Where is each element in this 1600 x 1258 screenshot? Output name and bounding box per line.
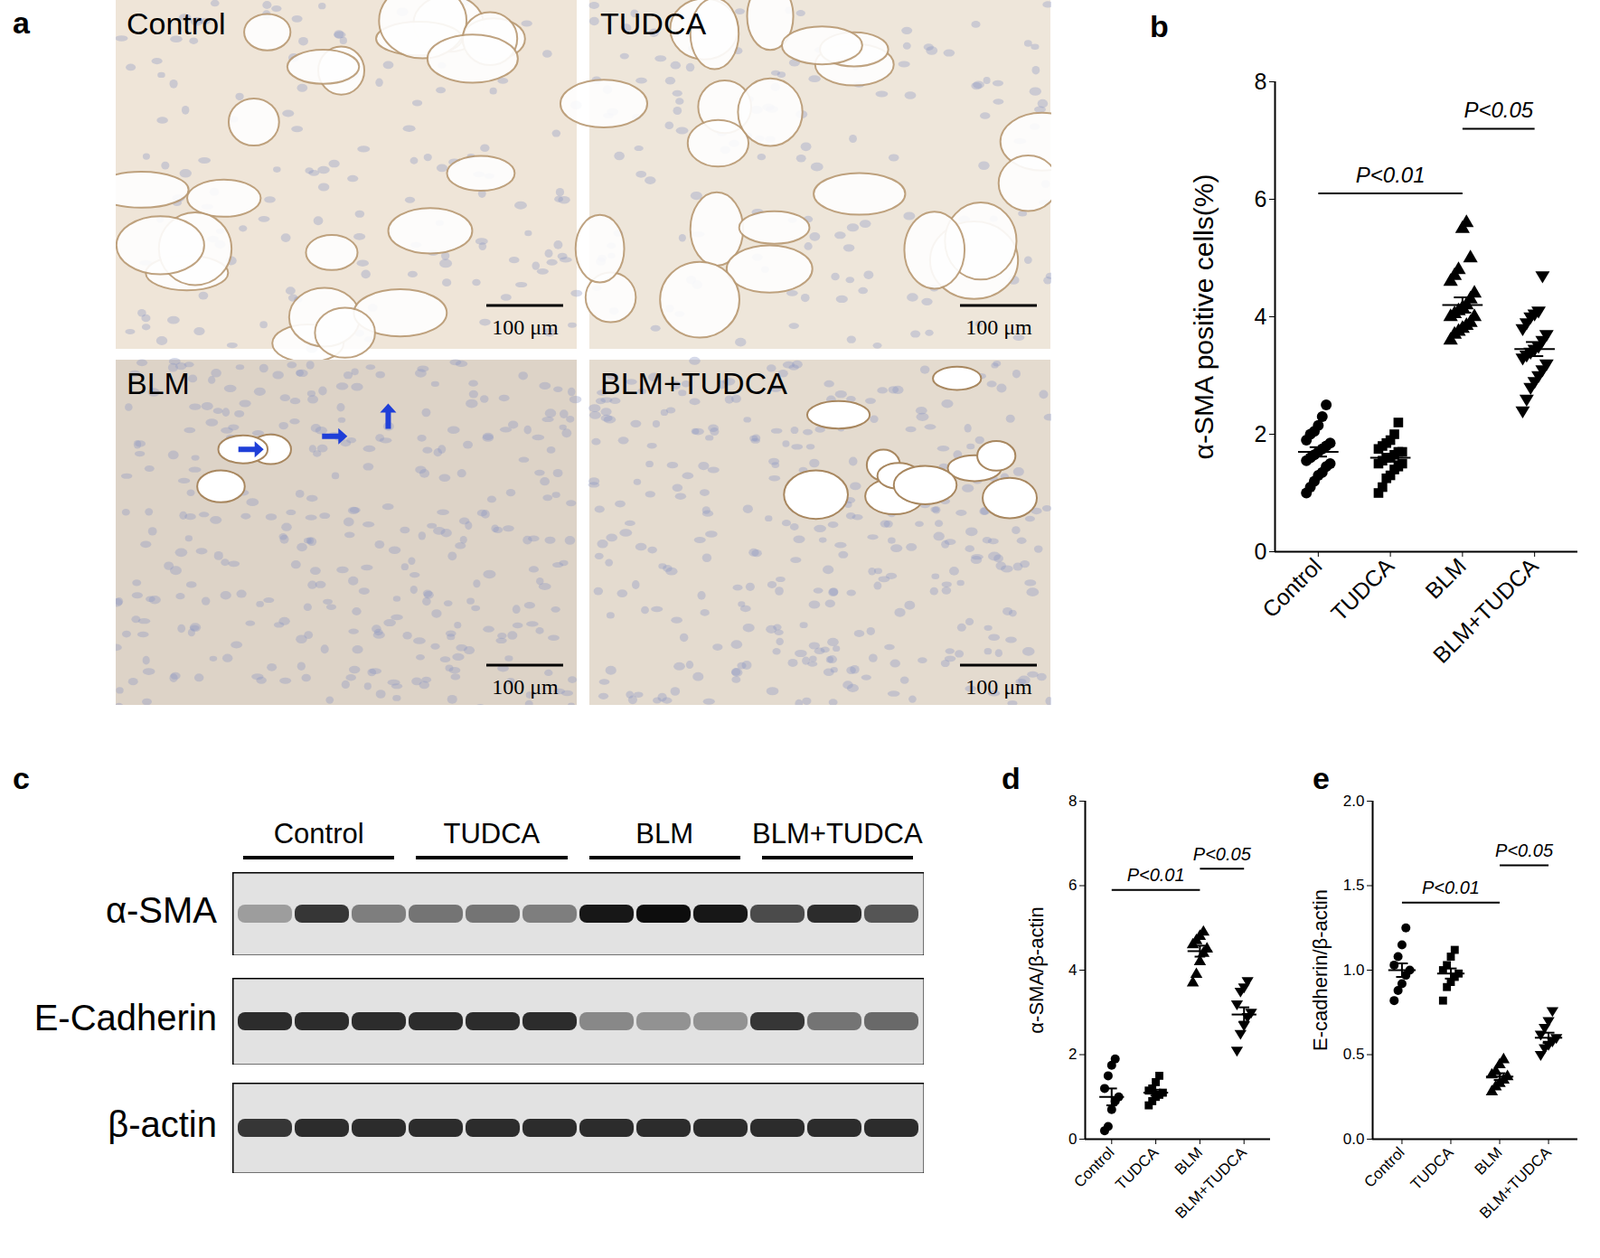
html-text:α-SMA: α-SMA	[105, 890, 217, 931]
html-text:E-Cadherin: E-Cadherin	[34, 997, 217, 1038]
svg-text:0: 0	[1068, 1130, 1077, 1149]
svg-text:TUDCA: TUDCA	[1326, 552, 1400, 626]
svg-text:6: 6	[1254, 186, 1268, 212]
html-text:BLM+TUDCA: BLM+TUDCA	[752, 818, 923, 850]
svg-text:6: 6	[1068, 876, 1077, 895]
svg-text:P<0.01: P<0.01	[1127, 865, 1186, 885]
svg-text:8: 8	[1254, 68, 1268, 95]
html-text:a: a	[12, 5, 30, 40]
svg-text:P<0.05: P<0.05	[1463, 97, 1534, 123]
svg-text:α-SMA positive cells(%): α-SMA positive cells(%)	[1188, 174, 1219, 461]
svg-text:0: 0	[1254, 538, 1268, 565]
svg-text:2: 2	[1068, 1045, 1077, 1064]
svg-text:Control: Control	[1360, 1144, 1408, 1192]
html-text:BLM: BLM	[635, 818, 694, 850]
svg-text:BLM: BLM	[1471, 1144, 1506, 1179]
svg-text:0.0: 0.0	[1343, 1130, 1365, 1149]
svg-text:Control: Control	[1070, 1144, 1118, 1192]
svg-text:P<0.01: P<0.01	[1355, 162, 1426, 188]
svg-text:E-cadherin/β-actin: E-cadherin/β-actin	[1308, 889, 1332, 1052]
svg-text:2: 2	[1254, 421, 1268, 447]
html-text:e: e	[1312, 761, 1330, 796]
svg-text:TUDCA: TUDCA	[1111, 1143, 1162, 1194]
svg-text:1.5: 1.5	[1343, 876, 1365, 895]
svg-text:α-SMA/β-actin: α-SMA/β-actin	[1025, 906, 1048, 1034]
svg-text:100 μm: 100 μm	[491, 675, 559, 699]
svg-text:BLM+TUDCA: BLM+TUDCA	[1476, 1143, 1555, 1223]
html-text:β-actin: β-actin	[107, 1104, 217, 1145]
svg-text:TUDCA: TUDCA	[1407, 1143, 1458, 1194]
html-text:TUDCA: TUDCA	[443, 818, 540, 850]
svg-text:Control: Control	[126, 6, 226, 41]
html-text:d: d	[1001, 761, 1021, 796]
svg-text:P<0.01: P<0.01	[1421, 877, 1480, 898]
html-text:Control: Control	[273, 818, 364, 850]
svg-text:100 μm: 100 μm	[491, 315, 559, 339]
html-text:b: b	[1149, 9, 1169, 44]
svg-text:BLM: BLM	[126, 366, 190, 401]
svg-text:BLM: BLM	[1420, 553, 1471, 604]
html-text:c: c	[12, 761, 30, 796]
svg-text:Control: Control	[1257, 553, 1328, 623]
svg-text:8: 8	[1068, 792, 1077, 810]
svg-text:TUDCA: TUDCA	[600, 6, 706, 41]
svg-text:100 μm: 100 μm	[965, 675, 1033, 699]
svg-text:BLM: BLM	[1171, 1144, 1206, 1179]
svg-text:2.0: 2.0	[1343, 792, 1365, 810]
svg-text:100 μm: 100 μm	[965, 315, 1033, 339]
svg-text:BLM+TUDCA: BLM+TUDCA	[1171, 1143, 1251, 1223]
svg-text:P<0.05: P<0.05	[1495, 840, 1554, 861]
svg-text:4: 4	[1254, 303, 1268, 330]
svg-text:P<0.05: P<0.05	[1193, 844, 1252, 865]
svg-text:BLM+TUDCA: BLM+TUDCA	[1427, 553, 1544, 669]
svg-text:1.0: 1.0	[1343, 961, 1365, 979]
svg-text:0.5: 0.5	[1343, 1045, 1365, 1064]
svg-text:4: 4	[1068, 961, 1077, 979]
svg-text:BLM+TUDCA: BLM+TUDCA	[600, 366, 788, 401]
